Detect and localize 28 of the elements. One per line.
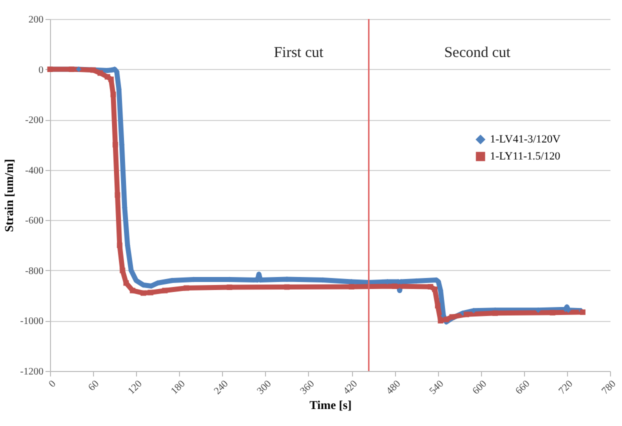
y-tick-label: 200 <box>28 14 44 26</box>
x-tick-label: 540 <box>428 378 446 397</box>
y-tick-label: -1000 <box>20 316 44 328</box>
y-axis-title: Strain [um/m] <box>2 159 16 232</box>
x-tick-label: 180 <box>169 378 188 397</box>
x-tick-label: 360 <box>298 378 317 397</box>
x-tick-label: 420 <box>341 378 360 397</box>
y-tick-label: -800 <box>25 266 44 277</box>
x-tick-label: 480 <box>384 378 403 397</box>
y-tick-label: 0 <box>38 64 44 76</box>
x-axis-title: Time [s] <box>309 398 352 412</box>
x-tick-label: 600 <box>470 378 490 397</box>
x-tick-label: 720 <box>556 378 576 397</box>
x-tick-label: 240 <box>212 378 231 397</box>
y-tick-label: -600 <box>25 216 44 227</box>
x-tick-label: 660 <box>514 378 532 397</box>
legend-label: 1-LV41-3/120V <box>490 134 561 146</box>
y-tick-label: -200 <box>25 115 44 126</box>
legend-label: 1-LY11-1.5/120 <box>490 150 561 162</box>
annotation: Second cut <box>444 45 512 61</box>
x-tick-label: 120 <box>126 378 144 397</box>
y-tick-label: -400 <box>25 165 44 176</box>
y-tick-label: -1200 <box>20 366 44 378</box>
x-tick-label: 780 <box>600 378 618 397</box>
x-tick-label: 0 <box>46 378 58 390</box>
annotation: First cut <box>274 45 324 61</box>
x-tick-label: 60 <box>86 378 102 394</box>
x-tick-label: 300 <box>255 378 274 397</box>
